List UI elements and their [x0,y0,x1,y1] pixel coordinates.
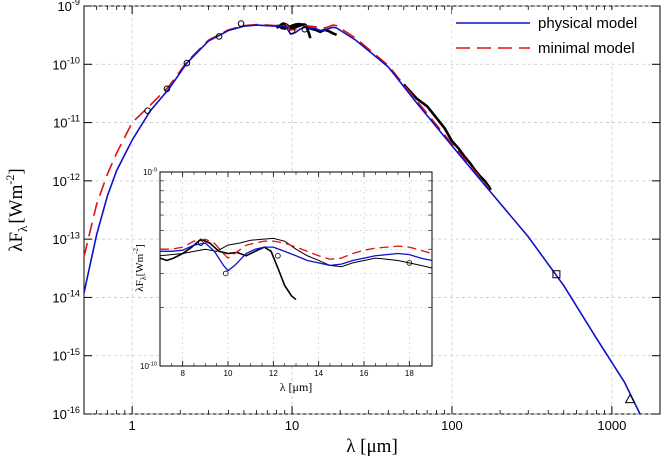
main-photometry-point [288,27,296,35]
inset-markers [198,240,413,277]
inset-photometry-point [275,252,281,259]
inset-spectrum-line-1 [159,238,297,301]
inset-minor-ticks [160,172,433,366]
main-series-physical-model [83,24,641,415]
main-x-ticks: 1 10 100 1000 [129,6,626,433]
inset-x-tick-label: 14 [314,369,323,378]
main-y-tick-label: 10-14 [52,289,80,306]
legend-label-minimal-model: minimal model [538,40,635,57]
main-y-tick-label: 10-11 [53,114,80,131]
main-y-ticks: 10-9 10-10 10-11 10-12 10-13 10-14 10-15 10-16 [52,0,660,422]
legend: physical model minimal model [452,10,658,62]
inset-series-physical-model [160,242,433,272]
inset-x-tick-label: 18 [405,369,414,378]
legend-label-physical-model: physical model [538,15,637,32]
inset-x-tick-label: 10 [224,369,233,378]
inset-x-ticks: 8 10 12 14 16 18 [180,172,414,378]
main-y-tick-label: 10-9 [57,0,80,14]
inset-x-axis-title: λ [μm] [280,380,313,394]
main-y-axis-title: λFλ[Wm-2] [3,168,30,251]
legend-box [452,10,658,62]
main-x-axis-title: λ [μm] [346,436,398,457]
main-photometry-point [163,85,171,93]
main-y-tick-label: 10-10 [52,55,80,72]
main-x-tick-label: 10 [285,418,299,433]
main-x-tick-label: 1000 [597,418,626,433]
inset-series [159,237,433,301]
inset-photometry-point [222,270,229,277]
main-y-tick-label: 10-15 [52,347,80,364]
inset-plot: 8 10 12 14 16 18 10-9 10-10 [140,167,433,378]
main-submm-square-point [552,270,561,279]
main-y-tick-label: 10-13 [52,230,80,247]
main-spectrum-line-3 [402,83,492,191]
inset-photometry-point [406,260,413,266]
main-photometry-point [237,20,245,27]
inset-x-tick-label: 8 [180,369,185,378]
main-mm-triangle-point [624,393,636,404]
main-y-tick-label: 10-16 [52,405,80,422]
main-photometry-point [183,59,191,67]
inset-y-axis-title: λFλ[Wm-2] [132,244,148,291]
main-x-tick-label: 100 [441,418,463,433]
inset-spectrum-line-2 [159,237,433,269]
inset-x-tick-label: 16 [360,369,369,378]
inset-y-tick-label: 10-10 [140,361,157,371]
main-photometry-point [279,22,286,30]
inset-y-ticks: 10-9 10-10 [140,167,157,371]
main-minor-ticks [83,6,661,414]
main-y-tick-label: 10-12 [52,172,80,189]
main-photometry-point [301,25,309,33]
inset-series-minimal-model [160,238,433,260]
inset-plot-frame [159,171,433,367]
inset-y-tick-label: 10-9 [143,167,157,177]
inset-photometry-point [198,240,204,246]
main-markers [144,20,636,404]
main-x-tick-label: 1 [129,418,136,433]
inset-x-tick-label: 12 [269,369,278,378]
main-photometry-point [144,107,151,114]
main-photometry-point [215,33,223,40]
